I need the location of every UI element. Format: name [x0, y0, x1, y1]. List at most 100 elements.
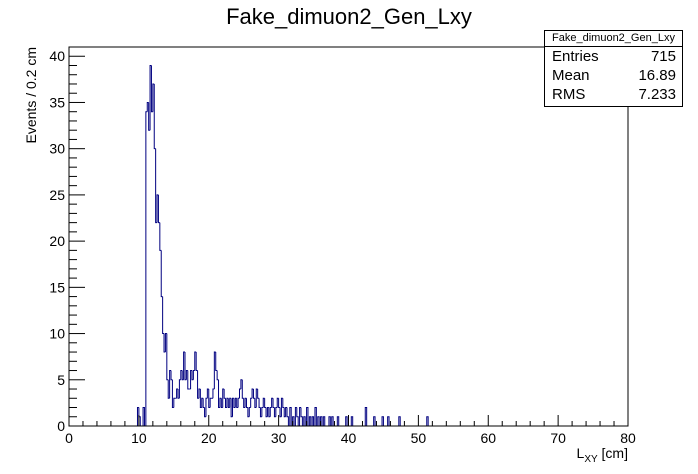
histogram-bin — [216, 370, 219, 381]
histogram-bin — [241, 379, 244, 399]
y-tick-label: 30 — [49, 141, 65, 157]
histogram-bin — [255, 388, 258, 408]
histogram-bin — [187, 370, 190, 390]
histogram-bin — [170, 370, 173, 381]
histogram-bin — [300, 407, 303, 426]
stats-value: 715 — [650, 48, 676, 65]
histogram-bin — [146, 101, 149, 112]
histogram-bin — [145, 111, 148, 426]
histogram-bin — [272, 398, 275, 409]
histogram-bin — [248, 407, 251, 417]
histogram-bin — [238, 388, 241, 399]
histogram-bin — [282, 398, 285, 409]
histogram-bin — [149, 64, 152, 131]
histogram-bin — [314, 407, 317, 426]
stats-box: Fake_dimuon2_Gen_Lxy Entries 715 Mean 16… — [544, 30, 683, 107]
histogram-bin — [276, 397, 279, 408]
histogram-bin — [387, 416, 390, 426]
histogram-bin — [350, 416, 354, 426]
histogram-bin — [232, 397, 234, 417]
histogram-bin — [317, 416, 320, 426]
histogram-bin — [223, 389, 226, 399]
histogram-bin — [136, 407, 139, 426]
histogram-bin — [426, 416, 429, 426]
histogram-bin — [331, 416, 334, 426]
histogram-bin — [271, 397, 274, 408]
stats-value: 16.89 — [638, 67, 676, 84]
histogram-bin — [237, 397, 240, 408]
histogram-bin — [219, 397, 222, 408]
histogram-bin — [322, 416, 326, 426]
chart-title: Fake_dimuon2_Gen_Lxy — [226, 4, 472, 29]
histogram-bin — [163, 333, 166, 353]
histogram-bin — [152, 83, 155, 112]
stats-value: 7.233 — [638, 86, 676, 103]
x-tick-label: 70 — [550, 430, 566, 446]
x-tick-label: 80 — [620, 430, 636, 446]
x-tick-label: 30 — [271, 430, 287, 446]
histogram-bin — [201, 397, 204, 408]
y-tick-label: 40 — [49, 48, 65, 64]
x-tick-label: 50 — [411, 430, 427, 446]
histogram-bin — [162, 296, 165, 335]
histogram-bin — [285, 407, 288, 417]
x-tick-label: 40 — [341, 430, 357, 446]
histogram-bin — [345, 416, 348, 426]
histogram-bin — [262, 397, 265, 408]
histogram-bin — [226, 397, 229, 408]
histogram-bin — [336, 416, 340, 426]
histogram-bin — [266, 407, 269, 417]
histogram-bin — [209, 397, 212, 408]
histogram-bin — [156, 194, 159, 223]
histogram-bin — [178, 379, 181, 399]
y-tick-label: 10 — [49, 326, 65, 342]
histogram-bin — [286, 407, 289, 426]
histogram-bin — [306, 407, 309, 426]
histogram-bin — [142, 407, 145, 426]
histogram-bin — [192, 370, 195, 380]
histogram-bin — [299, 407, 301, 426]
histogram-bin — [245, 398, 248, 409]
histogram-bin — [138, 407, 141, 426]
histogram-bin — [205, 397, 208, 417]
y-tick-label: 15 — [49, 279, 65, 295]
histogram-bin — [160, 250, 163, 298]
histogram-bin — [328, 416, 331, 426]
histogram-bin — [278, 398, 281, 409]
histogram-bin — [157, 194, 160, 224]
x-tick-label: 60 — [480, 430, 496, 446]
histogram-bin — [212, 388, 215, 399]
y-tick-label: 35 — [49, 94, 65, 110]
histogram-bin — [381, 416, 384, 426]
histogram-bin — [289, 407, 292, 426]
x-axis-label: LXY [cm] — [577, 445, 628, 465]
stats-row-rms: RMS 7.233 — [545, 85, 682, 104]
histogram-bin — [294, 407, 297, 426]
histogram-bin — [261, 407, 264, 417]
y-tick-label: 20 — [49, 233, 65, 249]
histogram-bin — [195, 352, 198, 372]
histogram-bin — [364, 407, 368, 426]
histogram-bin — [173, 397, 176, 408]
histogram-bins — [136, 64, 429, 426]
y-axis: 0 5 10 15 20 25 30 35 40 — [49, 46, 85, 434]
histogram-bin — [311, 416, 315, 426]
histogram-bin — [176, 388, 179, 399]
histogram-bin — [159, 222, 162, 251]
y-tick-label: 25 — [49, 187, 65, 203]
histogram-bin — [257, 389, 260, 399]
histogram-bin — [398, 416, 401, 426]
histogram-bin — [166, 333, 169, 381]
histogram-bin — [269, 407, 272, 417]
x-tick-label: 10 — [131, 430, 147, 446]
histogram-bin — [234, 397, 237, 408]
histogram-bin — [206, 388, 209, 399]
histogram-bin — [251, 388, 254, 399]
histogram-bin — [222, 388, 225, 408]
histogram-bin — [215, 352, 218, 372]
histogram-bin — [244, 397, 247, 408]
stats-row-mean: Mean 16.89 — [545, 66, 682, 85]
stats-label: Entries — [552, 48, 599, 65]
histogram-bin — [250, 397, 253, 408]
x-axis: 0 10 20 30 40 50 60 70 80 — [65, 415, 636, 446]
